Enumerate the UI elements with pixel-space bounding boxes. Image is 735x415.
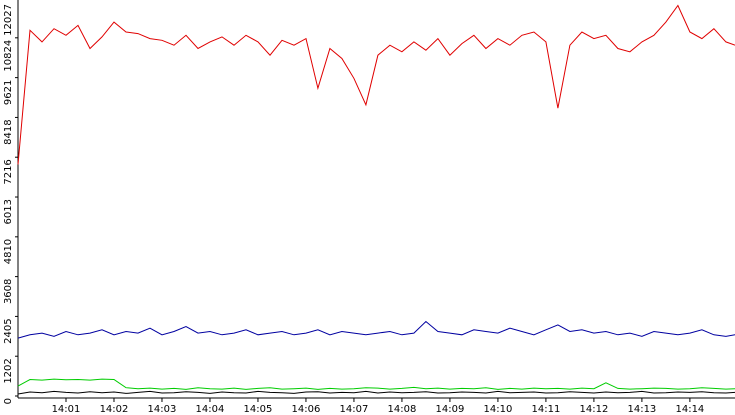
x-tick-label: 14:02: [100, 404, 129, 415]
x-tick-label: 14:13: [627, 404, 656, 415]
y-tick-label: 3608: [3, 279, 14, 304]
x-tick-label: 14:11: [531, 404, 560, 415]
x-tick-label: 14:09: [436, 404, 465, 415]
x-tick-label: 14:10: [484, 404, 513, 415]
y-tick-label: 6013: [3, 199, 14, 224]
x-tick-label: 14:07: [340, 404, 369, 415]
y-tick-label: 8418: [3, 119, 14, 144]
x-tick-label: 14:08: [388, 404, 417, 415]
y-tick-label: 7216: [3, 159, 14, 184]
y-tick-label: 9621: [3, 80, 14, 105]
x-tick-label: 14:03: [148, 404, 177, 415]
y-tick-label: 4810: [3, 239, 14, 264]
y-tick-label: 10824: [3, 40, 14, 72]
y-tick-label: 0: [3, 398, 14, 404]
x-tick-label: 14:01: [52, 404, 81, 415]
series-line: [17, 378, 735, 390]
x-tick-label: 14:04: [196, 404, 225, 415]
y-tick-label: 12027: [3, 4, 14, 36]
x-tick-label: 14:05: [244, 404, 273, 415]
x-tick-label: 14:12: [579, 404, 608, 415]
x-tick-label: 14:14: [675, 404, 704, 415]
y-tick-label: 2405: [3, 318, 14, 343]
x-tick-label: 14:06: [292, 404, 321, 415]
series-line: [17, 4, 735, 165]
series-line: [17, 390, 735, 395]
series-line: [17, 320, 735, 339]
y-tick-label: 1202: [3, 358, 14, 383]
